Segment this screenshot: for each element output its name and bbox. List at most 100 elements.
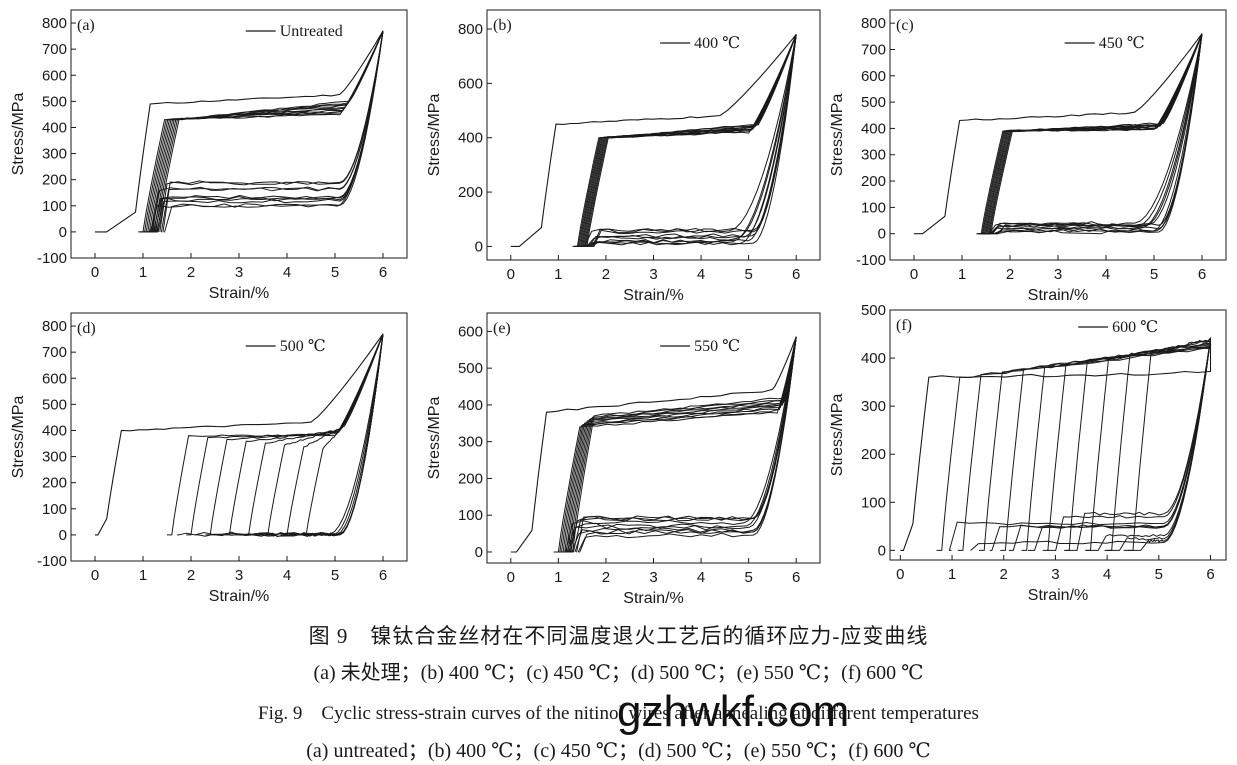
cycle-loading-curve	[1127, 336, 1211, 551]
y-tick-label: 500	[458, 360, 483, 377]
y-tick-label: 600	[861, 68, 886, 85]
x-tick-label: 2	[1000, 566, 1008, 583]
y-tick-label: 800	[458, 21, 483, 38]
cycle-unloading-curve	[1066, 338, 1211, 551]
y-axis-label: Stress/MPa	[426, 397, 443, 480]
y-tick-label: 300	[861, 147, 886, 164]
y-tick-label: 400	[42, 422, 67, 439]
y-axis-label: Stress/MPa	[426, 94, 443, 177]
y-tick-label: 300	[42, 146, 67, 163]
x-tick-label: 0	[91, 264, 99, 281]
chart-panel-1: 0 1 2 3 4 5 6 -100 0 100 200 300 400 500 600 700 800 Stra…	[10, 9, 408, 302]
cycle-unloading-curve	[583, 34, 797, 247]
x-tick-label: 6	[792, 569, 800, 586]
cycle-unloading-curve	[585, 34, 797, 247]
legend-label: 600 ℃	[1112, 319, 1158, 336]
caption-english-title: Fig. 9 Cyclic stress-strain curves of th…	[258, 703, 979, 724]
x-tick-label: 5	[1155, 566, 1163, 583]
cycle-loading-curve	[572, 34, 797, 247]
x-tick-label: 4	[283, 264, 291, 281]
panel-label: (c)	[896, 17, 914, 34]
x-tick-label: 4	[1102, 266, 1110, 283]
cycle-unloading-curve	[992, 33, 1203, 235]
cycle-unloading-curve	[157, 30, 384, 233]
cycle-unloading-curve	[970, 338, 1211, 551]
panel-label: (a)	[77, 17, 95, 34]
x-tick-label: 2	[1006, 266, 1014, 283]
x-tick-label: 0	[91, 567, 99, 584]
cycle-loading-curve	[980, 33, 1203, 235]
x-tick-label: 5	[744, 266, 752, 283]
cycle-unloading-curve	[988, 33, 1203, 235]
y-tick-label: 500	[861, 94, 886, 111]
x-axis-label: Strain/%	[1028, 587, 1088, 604]
cycle-loading-curve	[1042, 338, 1211, 551]
legend-label: 450 ℃	[1099, 35, 1145, 52]
cycle-loading-curve	[986, 33, 1203, 235]
x-tick-label: 4	[697, 266, 705, 283]
y-tick-label: 600	[42, 67, 67, 84]
cycle-unloading-curve	[177, 333, 384, 537]
x-tick-label: 3	[235, 264, 243, 281]
x-tick-label: 6	[1206, 566, 1214, 583]
x-tick-label: 1	[958, 266, 966, 283]
y-axis-label: Stress/MPa	[829, 394, 846, 477]
chart-panel-6: 0 1 2 3 4 5 6 0 100 200 300 400 500 Strain/% Stress/MP…	[829, 302, 1227, 604]
x-tick-label: 0	[507, 569, 515, 586]
y-tick-label: 200	[458, 184, 483, 201]
y-tick-label: 0	[59, 527, 67, 544]
chart-panel-5: 0 1 2 3 4 5 6 0 100 200 300 400 500 600 Strain/% Stress…	[426, 312, 821, 607]
legend-label: Untreated	[280, 23, 343, 40]
y-tick-label: 400	[42, 119, 67, 136]
cycle-unloading-curve	[990, 33, 1203, 235]
cycle-unloading-curve	[586, 34, 797, 247]
cycle-unloading-curve	[588, 34, 797, 247]
cycle-unloading-curve	[991, 33, 1203, 235]
cycle-loading-curve	[1000, 338, 1211, 551]
x-tick-label: 5	[744, 569, 752, 586]
cycle-loading-curve	[582, 34, 797, 247]
x-tick-label: 6	[1198, 266, 1206, 283]
cycle-loading-curve	[979, 33, 1203, 235]
chart-panel-3: 0 1 2 3 4 5 6 -100 0 100 200 300 400 500 600 700 800 Stra…	[829, 9, 1227, 304]
chart-panel-4: 0 1 2 3 4 5 6 -100 0 100 200 300 400 500 600 700 800 Stra…	[10, 312, 408, 605]
panel-label: (b)	[493, 17, 512, 34]
y-tick-label: 300	[42, 449, 67, 466]
y-tick-label: 700	[42, 344, 67, 361]
plot-frame	[70, 9, 408, 259]
x-tick-label: 2	[602, 569, 610, 586]
x-axis-label: Strain/%	[209, 588, 269, 605]
y-tick-label: 200	[861, 446, 886, 463]
x-tick-label: 1	[139, 264, 147, 281]
y-tick-label: 500	[42, 396, 67, 413]
x-tick-label: 2	[187, 567, 195, 584]
y-tick-label: 600	[458, 323, 483, 340]
x-axis-label: Strain/%	[1028, 287, 1088, 304]
y-tick-label: 200	[458, 470, 483, 487]
cycle-loading-curve	[567, 336, 797, 553]
cycle-loading-curve	[559, 336, 797, 553]
cycle-loading-curve	[558, 336, 797, 553]
caption-chinese-subtitle: (a) 未处理；(b) 400 ℃；(c) 450 ℃；(d) 500 ℃；(e…	[313, 662, 924, 684]
x-tick-label: 3	[1051, 566, 1059, 583]
y-tick-label: 300	[861, 398, 886, 415]
cycle-loading-curve	[561, 336, 797, 553]
panel-label: (f)	[896, 317, 912, 334]
x-tick-label: 5	[331, 567, 339, 584]
legend-label: 400 ℃	[694, 35, 740, 52]
caption-chinese-title: 图 9 镍钛合金丝材在不同温度退火工艺后的循环应力-应变曲线	[308, 624, 929, 648]
charts-svg: 0 1 2 3 4 5 6-1000100200300400500600700800Stra…	[10, 9, 1227, 607]
y-tick-label: 0	[878, 542, 886, 559]
x-tick-label: 6	[792, 266, 800, 283]
cycle-loading-curve	[263, 333, 384, 536]
panel-label: (e)	[493, 320, 511, 337]
cycle-unloading-curve	[1123, 338, 1211, 551]
cycle-unloading-curve	[564, 336, 797, 553]
x-tick-label: 2	[187, 264, 195, 281]
y-tick-label: 400	[861, 350, 886, 367]
cycle-1-loading-curve	[914, 33, 1203, 235]
y-tick-label: 100	[458, 507, 483, 524]
y-tick-label: -100	[856, 252, 886, 269]
y-tick-label: 200	[861, 173, 886, 190]
cycle-loading-curve	[553, 336, 797, 553]
